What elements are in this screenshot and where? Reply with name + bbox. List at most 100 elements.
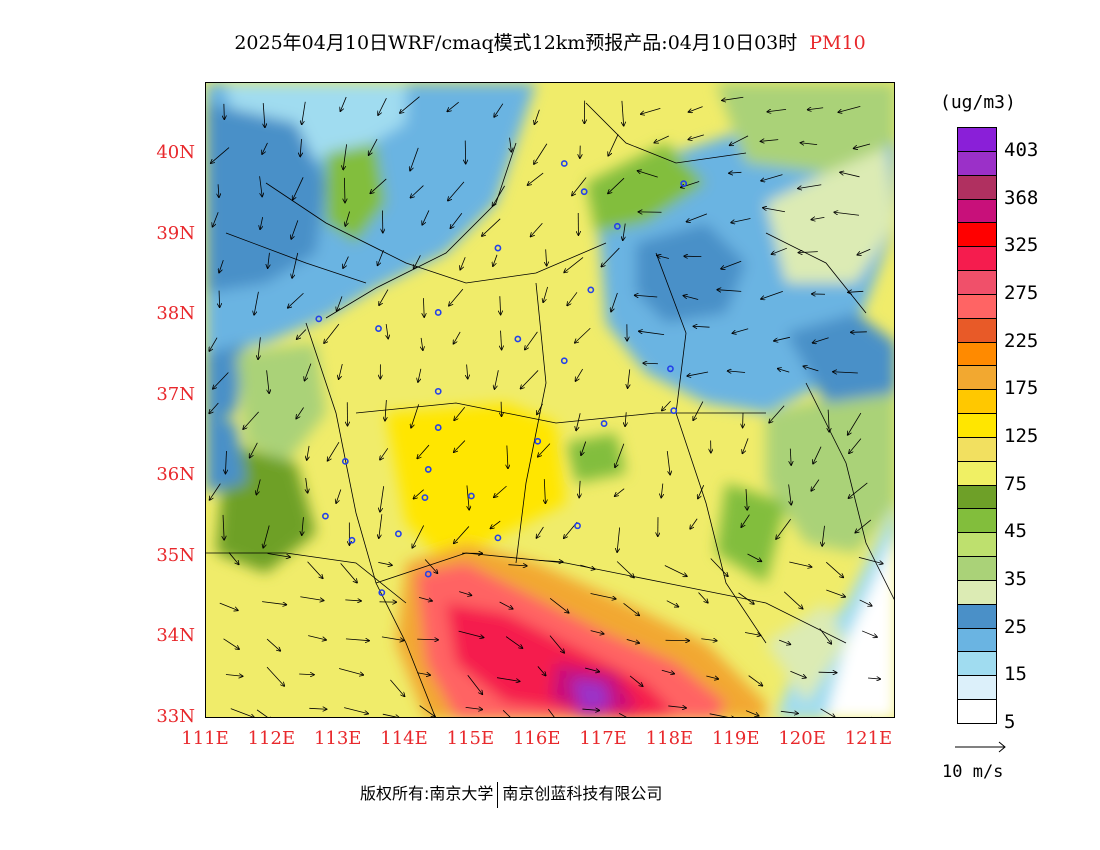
city-station-marker[interactable] bbox=[560, 357, 568, 365]
lon-tick-label: 111E bbox=[181, 728, 229, 749]
city-station-marker[interactable] bbox=[670, 407, 678, 415]
legend-swatch bbox=[957, 222, 997, 248]
wind-arrow bbox=[668, 706, 686, 708]
city-station-marker[interactable] bbox=[434, 309, 442, 316]
wind-arrow bbox=[783, 591, 802, 609]
city-station-marker[interactable] bbox=[322, 512, 329, 520]
wind-arrow bbox=[854, 143, 871, 148]
city-station-marker[interactable] bbox=[514, 335, 522, 343]
wind-arrow bbox=[858, 556, 883, 563]
city-station-marker[interactable] bbox=[424, 466, 432, 473]
wind-arrow bbox=[508, 565, 526, 566]
wind-arrow bbox=[582, 709, 599, 710]
wind-arrow bbox=[259, 176, 263, 196]
wind-arrow bbox=[808, 108, 824, 110]
legend-swatch bbox=[957, 365, 997, 391]
wind-arrow bbox=[744, 632, 761, 635]
wind-arrow bbox=[505, 636, 522, 649]
wind-arrow bbox=[567, 292, 578, 305]
wind-arrow bbox=[683, 296, 699, 300]
wind-arrow bbox=[386, 324, 388, 338]
city-station-marker[interactable] bbox=[494, 244, 502, 252]
wind-arrow bbox=[343, 144, 347, 169]
city-station-marker[interactable] bbox=[421, 494, 429, 502]
wind-arrow bbox=[390, 679, 404, 697]
wind-arrow bbox=[381, 636, 404, 641]
city-station-marker[interactable] bbox=[348, 536, 356, 544]
wind-arrow bbox=[302, 517, 304, 535]
city-station-marker[interactable] bbox=[680, 180, 688, 188]
concentration-map bbox=[206, 83, 894, 717]
legend-swatch bbox=[957, 675, 997, 701]
wind-arrow bbox=[848, 291, 864, 292]
legend-swatch bbox=[957, 198, 997, 224]
wind-arrow bbox=[211, 147, 230, 164]
wind-arrow bbox=[763, 208, 786, 213]
wind-arrow bbox=[304, 363, 312, 381]
city-station-marker[interactable] bbox=[580, 188, 588, 196]
wind-arrow bbox=[536, 526, 544, 538]
wind-arrow bbox=[611, 292, 618, 312]
city-station-marker[interactable] bbox=[613, 222, 621, 230]
wind-arrow bbox=[585, 667, 599, 672]
wind-arrow bbox=[742, 438, 749, 453]
wind-arrow bbox=[769, 405, 785, 423]
wind-arrow bbox=[547, 708, 555, 717]
city-station-marker[interactable] bbox=[560, 160, 568, 167]
wind-arrow bbox=[767, 109, 787, 111]
wind-arrow bbox=[467, 675, 483, 694]
city-station-marker[interactable] bbox=[667, 365, 674, 373]
city-station-marker[interactable] bbox=[315, 315, 323, 323]
wind-arrow bbox=[448, 181, 465, 201]
legend-tick-label: 125 bbox=[1004, 424, 1039, 447]
wind-arrow bbox=[637, 171, 658, 178]
city-station-marker[interactable] bbox=[378, 589, 386, 597]
wind-arrow bbox=[666, 450, 670, 474]
lon-tick-label: 121E bbox=[844, 728, 893, 749]
city-station-marker[interactable] bbox=[341, 457, 349, 465]
city-station-marker[interactable] bbox=[375, 325, 382, 332]
city-station-marker[interactable] bbox=[600, 420, 608, 427]
legend-tick-label: 225 bbox=[1004, 329, 1039, 352]
legend-swatch bbox=[957, 484, 997, 510]
wind-arrow bbox=[661, 669, 674, 674]
wind-arrow bbox=[382, 713, 399, 717]
wind-arrow bbox=[210, 483, 221, 500]
lat-tick-label: 35N bbox=[156, 544, 195, 566]
legend-swatch bbox=[957, 341, 997, 367]
city-station-marker[interactable] bbox=[467, 492, 475, 500]
wind-arrow bbox=[745, 710, 759, 716]
city-station-marker[interactable] bbox=[395, 530, 402, 538]
wind-arrow bbox=[492, 185, 505, 206]
legend-tick-label: 25 bbox=[1004, 615, 1027, 638]
lat-tick-label: 33N bbox=[156, 706, 195, 727]
wind-arrow bbox=[549, 635, 564, 653]
wind-arrow bbox=[848, 412, 862, 435]
wind-arrow bbox=[579, 480, 580, 498]
wind-arrow bbox=[639, 331, 665, 336]
wind-arrow bbox=[297, 329, 307, 340]
city-station-marker[interactable] bbox=[587, 286, 595, 294]
wind-arrow bbox=[266, 638, 280, 651]
wind-arrow bbox=[256, 479, 261, 494]
wind-arrow bbox=[732, 328, 749, 333]
map-panel[interactable] bbox=[205, 82, 895, 718]
city-station-marker[interactable] bbox=[434, 424, 442, 431]
wind-arrow bbox=[225, 674, 243, 676]
city-station-marker[interactable] bbox=[574, 522, 581, 530]
wind-arrow bbox=[539, 560, 562, 561]
wind-arrow bbox=[213, 372, 229, 389]
wind-arrow bbox=[657, 256, 669, 259]
wind-arrow bbox=[813, 446, 822, 464]
city-station-marker[interactable] bbox=[494, 534, 502, 542]
wind-arrow bbox=[502, 710, 511, 717]
wind-arrow bbox=[378, 98, 387, 115]
wind-arrow bbox=[608, 134, 619, 155]
wind-arrow bbox=[688, 106, 703, 112]
city-station-marker[interactable] bbox=[534, 437, 542, 445]
wind-arrow bbox=[580, 564, 594, 569]
wind-arrow bbox=[453, 331, 461, 344]
unit-label: (ug/m3) bbox=[940, 92, 1016, 113]
city-station-marker[interactable] bbox=[434, 387, 442, 395]
city-station-marker[interactable] bbox=[424, 570, 432, 578]
